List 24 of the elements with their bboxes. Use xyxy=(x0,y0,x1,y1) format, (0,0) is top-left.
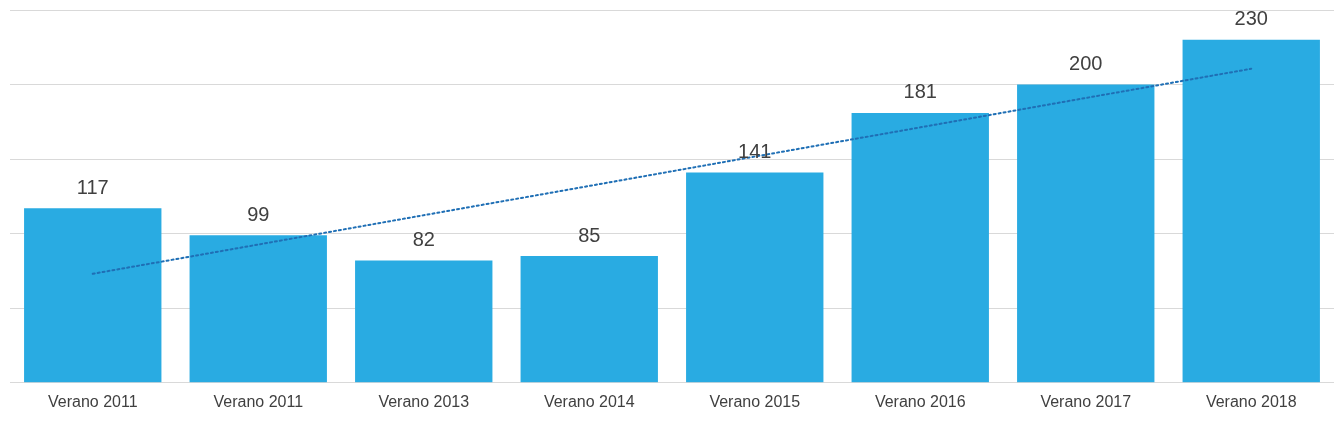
data-label: 85 xyxy=(578,223,601,246)
bar xyxy=(851,112,989,383)
bar xyxy=(24,208,162,383)
x-tick-label: Verano 2013 xyxy=(378,392,470,410)
data-label: 117 xyxy=(76,175,109,198)
x-tick-label: Verano 2014 xyxy=(543,392,635,410)
bar xyxy=(520,256,658,383)
bar xyxy=(355,260,493,383)
data-label: 141 xyxy=(738,140,772,163)
bar xyxy=(189,235,327,383)
x-tick-label: Verano 2011 xyxy=(47,392,138,410)
bar xyxy=(1017,84,1155,383)
x-tick-label: Verano 2018 xyxy=(1205,392,1297,410)
data-label: 230 xyxy=(1234,7,1268,30)
x-tick-label: Verano 2016 xyxy=(874,392,966,410)
data-label: 200 xyxy=(1069,52,1103,75)
data-label: 181 xyxy=(903,80,937,103)
data-label: 82 xyxy=(412,228,435,251)
x-tick-label: Verano 2015 xyxy=(709,392,801,410)
bar xyxy=(686,172,824,383)
data-label: 99 xyxy=(247,202,270,225)
x-tick-label: Verano 2011 xyxy=(213,392,304,410)
x-tick-label: Verano 2017 xyxy=(1040,392,1132,410)
bar xyxy=(1182,39,1320,383)
